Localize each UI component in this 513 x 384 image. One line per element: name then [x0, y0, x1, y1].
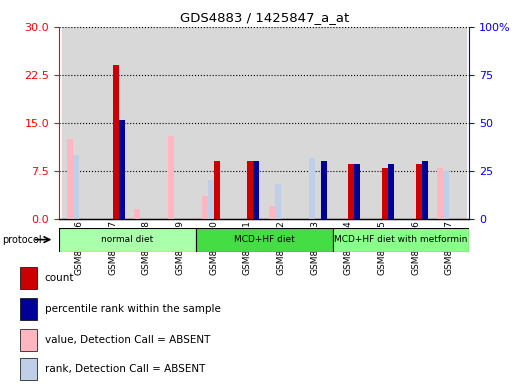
Bar: [298, 27, 331, 219]
Bar: [197, 27, 230, 219]
Bar: [399, 27, 432, 219]
Bar: [134, 209, 141, 219]
Bar: [230, 27, 264, 219]
Bar: [59, 228, 196, 252]
Text: protocol: protocol: [3, 235, 42, 245]
Bar: [275, 184, 281, 219]
Bar: [196, 228, 332, 252]
Bar: [269, 206, 275, 219]
Text: normal diet: normal diet: [101, 235, 153, 244]
Text: MCD+HF diet: MCD+HF diet: [234, 235, 294, 244]
Text: MCD+HF diet with metformin: MCD+HF diet with metformin: [334, 235, 468, 244]
Text: value, Detection Call = ABSENT: value, Detection Call = ABSENT: [45, 335, 210, 345]
Bar: [20, 267, 37, 290]
Bar: [63, 27, 96, 219]
Bar: [354, 164, 361, 219]
Bar: [443, 171, 449, 219]
Bar: [264, 27, 298, 219]
Bar: [163, 27, 197, 219]
Bar: [130, 27, 163, 219]
Bar: [432, 27, 466, 219]
Bar: [96, 27, 130, 219]
Bar: [20, 329, 37, 351]
Bar: [208, 180, 214, 219]
Bar: [365, 27, 399, 219]
Bar: [67, 139, 73, 219]
Text: percentile rank within the sample: percentile rank within the sample: [45, 304, 221, 314]
Bar: [253, 161, 260, 219]
Text: rank, Detection Call = ABSENT: rank, Detection Call = ABSENT: [45, 364, 205, 374]
Text: count: count: [45, 273, 74, 283]
Bar: [321, 161, 327, 219]
Bar: [348, 164, 354, 219]
Bar: [416, 164, 422, 219]
Bar: [437, 168, 443, 219]
Bar: [202, 197, 208, 219]
Bar: [309, 158, 314, 219]
Bar: [119, 120, 125, 219]
Bar: [382, 168, 388, 219]
Bar: [20, 298, 37, 320]
Bar: [247, 161, 253, 219]
Bar: [422, 161, 428, 219]
Bar: [332, 228, 469, 252]
Bar: [214, 161, 220, 219]
Bar: [388, 164, 394, 219]
Bar: [20, 358, 37, 380]
Bar: [73, 155, 79, 219]
Title: GDS4883 / 1425847_a_at: GDS4883 / 1425847_a_at: [180, 11, 349, 24]
Bar: [331, 27, 365, 219]
Bar: [113, 65, 119, 219]
Bar: [168, 136, 174, 219]
